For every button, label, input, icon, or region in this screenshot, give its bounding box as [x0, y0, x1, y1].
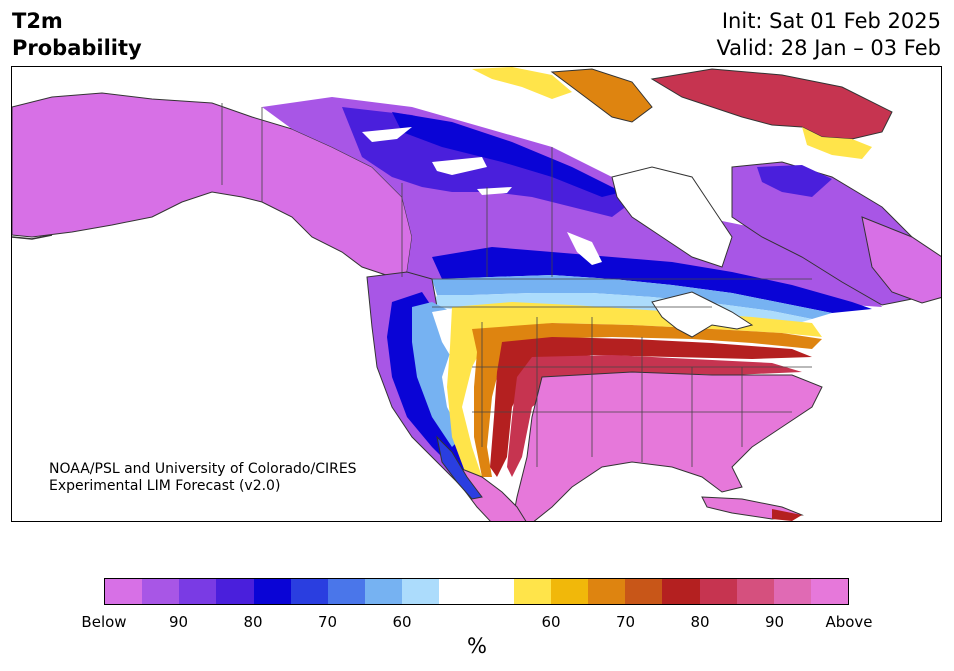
- colorbar-tick-label: 80: [690, 613, 710, 631]
- us-red: [490, 337, 812, 477]
- colorbar: [104, 578, 849, 605]
- colorbar-swatch: [550, 579, 589, 604]
- colorbar-tick-label: 90: [168, 613, 189, 631]
- colorbar-swatch: [736, 579, 774, 604]
- title-block: T2m Probability: [12, 8, 142, 62]
- colorbar-swatch: [105, 579, 143, 604]
- colorbar-swatch: [513, 579, 551, 604]
- variable-title: T2m: [12, 9, 63, 33]
- colorbar-swatch: [142, 579, 180, 604]
- colorbar-swatch: [662, 579, 700, 604]
- probability-map: [12, 67, 941, 521]
- colorbar-tick-label: 90: [764, 613, 785, 631]
- arctic-islands-yellow: [472, 67, 572, 99]
- hudson-bay: [611, 166, 733, 268]
- greenland-yellow: [802, 127, 872, 159]
- colorbar-swatch: [402, 579, 440, 604]
- colorbar-swatch: [625, 579, 663, 604]
- hudson-blue-band: [392, 112, 622, 197]
- credit-block: NOAA/PSL and University of Colorado/CIRE…: [49, 461, 357, 495]
- colorbar-tick-label: Above: [825, 613, 873, 631]
- colorbar-tick-label: Below: [81, 613, 127, 631]
- colorbar-swatch: [699, 579, 737, 604]
- quebec-indigo: [757, 165, 832, 197]
- colorbar-tick-label: 70: [317, 613, 338, 631]
- alaska-region: [12, 92, 413, 278]
- great-lakes: [651, 291, 754, 338]
- credit-line1: NOAA/PSL and University of Colorado/CIRE…: [49, 461, 357, 477]
- caribbean-warm: [772, 509, 802, 521]
- colorbar-tick-label: 80: [243, 613, 263, 631]
- lake-athabasca: [477, 187, 512, 195]
- colorbar-swatch: [179, 579, 217, 604]
- west-coast-indigo: [387, 292, 472, 472]
- prairie-blue-band: [432, 247, 872, 313]
- colorbar-tick-label: 60: [392, 613, 412, 631]
- date-block: Init: Sat 01 Feb 2025 Valid: 28 Jan – 03…: [716, 8, 941, 62]
- valid-range: Valid: 28 Jan – 03 Feb: [716, 36, 941, 60]
- colorbar-swatch: [290, 579, 328, 604]
- colorbar-swatch: [216, 579, 254, 604]
- prairie-lightblue-band: [432, 275, 832, 319]
- lake-winnipeg: [567, 232, 602, 265]
- colorbar-swatch: [327, 579, 366, 604]
- political-boundaries: [221, 103, 812, 467]
- product-title: Probability: [12, 36, 142, 60]
- colorbar-tick-label: 70: [615, 613, 636, 631]
- unit-label: %: [467, 634, 487, 658]
- colorbar-swatch: [773, 579, 811, 604]
- init-date: Init: Sat 01 Feb 2025: [721, 9, 941, 33]
- atlantic-canada: [861, 216, 941, 304]
- aleutian-islands: [12, 234, 53, 240]
- great-slave-lake: [362, 127, 412, 142]
- colorbar-tick-label: 60: [541, 613, 561, 631]
- map-panel: [11, 66, 942, 522]
- us-yellow: [447, 302, 822, 477]
- colorbar-swatch: [253, 579, 291, 604]
- colorbar-swatch: [439, 579, 477, 604]
- arctic-islands-warm: [550, 68, 653, 123]
- colorbar-swatch: [810, 579, 849, 604]
- colorbar-swatch: [476, 579, 514, 604]
- colorbar-swatch: [365, 579, 403, 604]
- baja-blue: [436, 435, 483, 500]
- credit-line2: Experimental LIM Forecast (v2.0): [49, 478, 281, 494]
- us-orange: [472, 323, 822, 477]
- great-bear-lake: [432, 157, 487, 175]
- colorbar-swatch: [588, 579, 626, 604]
